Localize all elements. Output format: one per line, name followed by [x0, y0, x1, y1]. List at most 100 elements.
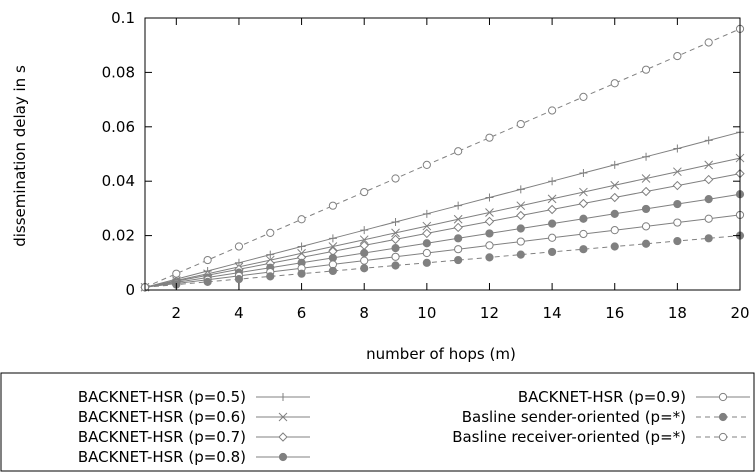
x-tick-label: 20 — [730, 304, 749, 322]
x-tick-label: 8 — [359, 304, 369, 322]
data-point — [422, 228, 432, 239]
data-point — [297, 242, 306, 251]
legend-sample-marker — [278, 452, 288, 462]
data-point — [610, 226, 619, 235]
data-point — [548, 219, 557, 228]
data-point — [516, 250, 525, 259]
legend-item: BACKNET-HSR (p=0.8) — [78, 448, 310, 466]
series-line — [144, 157, 741, 288]
data-point — [485, 133, 494, 142]
data-point — [704, 234, 713, 243]
data-point — [641, 174, 651, 183]
data-point — [641, 65, 651, 74]
data-point — [485, 241, 494, 250]
y-tick-label: 0.02 — [102, 227, 135, 245]
data-point — [642, 152, 651, 161]
data-point — [360, 256, 369, 265]
series-line — [144, 193, 741, 288]
data-point — [548, 177, 557, 186]
series-3 — [140, 168, 745, 292]
series-4 — [140, 190, 745, 292]
series-1 — [141, 128, 744, 292]
data-point — [641, 186, 651, 197]
data-point — [547, 204, 557, 215]
x-tick-label: 14 — [543, 304, 562, 322]
x-axis-label: number of hops (m) — [366, 345, 516, 363]
data-point — [548, 106, 557, 115]
data-point — [516, 210, 526, 221]
data-point — [266, 250, 275, 259]
y-axis-label: dissemination delay in s — [11, 65, 29, 247]
series-line — [144, 173, 741, 288]
x-tick-label: 6 — [297, 304, 307, 322]
data-point — [578, 198, 589, 209]
data-point — [579, 92, 588, 101]
data-point — [641, 239, 651, 248]
data-point — [516, 201, 526, 211]
x-tick-label: 12 — [480, 304, 499, 322]
data-point — [610, 242, 619, 251]
legend-label: BACKNET-HSR (p=0.6) — [78, 408, 246, 426]
data-point — [454, 147, 463, 156]
data-point — [548, 233, 557, 242]
data-point — [485, 253, 494, 262]
data-point — [704, 195, 713, 204]
legend-item: BACKNET-HSR (p=0.7) — [78, 428, 310, 446]
data-point — [391, 228, 400, 238]
data-point — [673, 144, 682, 153]
y-tick-label: 0 — [125, 281, 135, 299]
legend: BACKNET-HSR (p=0.5) BACKNET-HSR (p=0.6) BA… — [0, 372, 755, 472]
data-point — [485, 229, 494, 238]
legend-sample-marker — [718, 412, 728, 422]
data-point — [548, 247, 557, 257]
data-point — [485, 193, 494, 202]
legend-label: Basline sender-oriented (p=*) — [462, 408, 686, 426]
y-tick-label: 0.1 — [111, 9, 135, 27]
data-point — [673, 51, 682, 61]
legend-label: BACKNET-HSR (p=0.9) — [518, 388, 686, 406]
data-point — [454, 255, 463, 265]
data-point — [516, 237, 525, 246]
data-point — [422, 248, 431, 258]
y-tick-label: 0.08 — [102, 63, 135, 81]
data-point — [454, 201, 463, 210]
series-7 — [140, 24, 745, 292]
series-5 — [140, 210, 745, 292]
data-point — [704, 214, 713, 223]
data-point — [579, 169, 588, 178]
data-point — [391, 261, 400, 270]
data-point — [360, 248, 369, 258]
series-line — [144, 214, 741, 288]
data-point — [328, 201, 337, 210]
legend-sample-marker — [718, 432, 728, 442]
data-point — [390, 234, 401, 245]
data-point — [610, 160, 619, 169]
x-tick-label: 18 — [668, 304, 687, 322]
data-point — [234, 242, 244, 251]
data-point — [328, 266, 337, 276]
data-point — [484, 216, 495, 227]
data-point — [704, 136, 713, 145]
data-point — [641, 222, 651, 231]
legend-item: BACKNET-HSR (p=0.6) — [78, 408, 310, 426]
data-point — [579, 245, 588, 254]
data-point — [360, 187, 369, 197]
legend-item: Basline receiver-oriented (p=*) — [452, 428, 750, 446]
data-point — [610, 209, 619, 218]
data-point — [704, 38, 713, 47]
data-point — [516, 119, 525, 129]
legend-item: Basline sender-oriented (p=*) — [462, 408, 750, 426]
data-point — [547, 194, 557, 204]
data-point — [516, 224, 525, 233]
data-point — [579, 187, 588, 197]
data-point — [203, 277, 212, 286]
legend-box — [0, 372, 755, 472]
data-point — [422, 209, 431, 218]
data-point — [391, 174, 400, 183]
data-point — [516, 185, 525, 194]
data-point — [673, 199, 682, 209]
series-line — [144, 235, 741, 288]
data-point — [297, 269, 306, 278]
x-tick-label: 4 — [234, 304, 244, 322]
